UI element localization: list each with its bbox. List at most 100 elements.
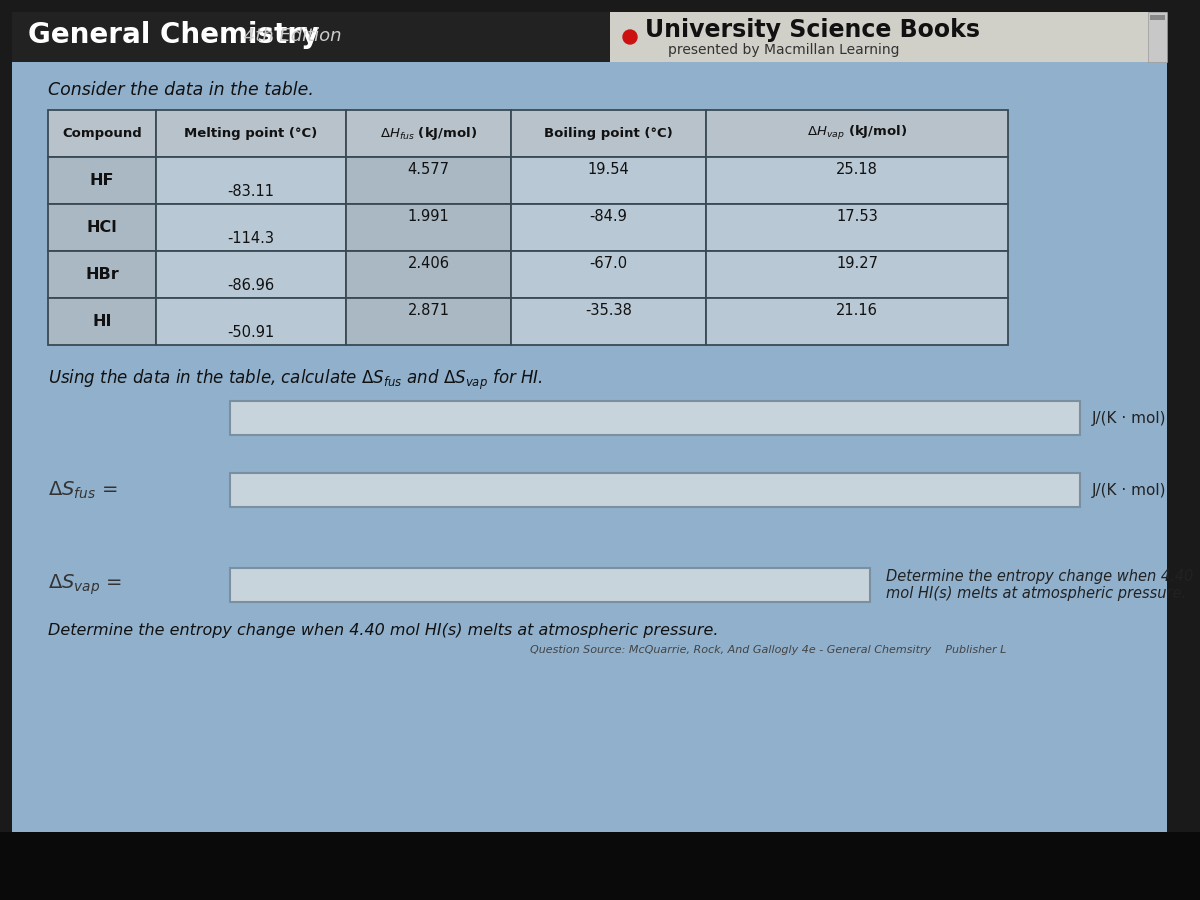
Bar	[12, 599, 1166, 613]
Bar	[12, 641, 1166, 654]
Bar	[12, 285, 1166, 299]
Bar	[12, 162, 1166, 176]
Bar	[12, 668, 1166, 681]
Bar	[346, 298, 511, 345]
Bar	[12, 217, 1166, 230]
Text: 25.18: 25.18	[836, 162, 878, 177]
Bar	[12, 203, 1166, 217]
Bar	[12, 764, 1166, 778]
Bar	[511, 251, 706, 298]
Bar	[12, 312, 1166, 327]
Bar	[12, 135, 1166, 148]
Bar	[346, 251, 511, 298]
Bar	[1150, 15, 1165, 20]
Text: HF: HF	[90, 173, 114, 188]
Bar	[12, 818, 1166, 832]
Bar	[156, 110, 346, 157]
Bar	[706, 298, 1008, 345]
Bar	[12, 750, 1166, 764]
Text: 19.27: 19.27	[836, 256, 878, 271]
Text: $\Delta S_{fus}$ =: $\Delta S_{fus}$ =	[48, 480, 118, 500]
Bar	[156, 204, 346, 251]
Bar	[12, 244, 1166, 258]
Bar	[12, 12, 1166, 62]
Text: 19.54: 19.54	[588, 162, 629, 177]
Text: Using the data in the table, calculate $\Delta S_{fus}$ and $\Delta S_{vap}$ for: Using the data in the table, calculate $…	[48, 368, 542, 392]
Text: HI: HI	[92, 314, 112, 329]
Bar	[12, 750, 1166, 764]
Text: J/(K · mol): J/(K · mol)	[1092, 410, 1166, 426]
Bar	[12, 805, 1166, 818]
Text: HBr: HBr	[85, 267, 119, 282]
Bar	[12, 627, 1166, 641]
Bar	[12, 40, 1166, 53]
Bar	[12, 641, 1166, 654]
Text: University Science Books: University Science Books	[646, 18, 980, 42]
Text: $\Delta H_{vap}$ (kJ/mol): $\Delta H_{vap}$ (kJ/mol)	[806, 124, 907, 142]
Bar	[48, 157, 156, 204]
Text: Consider the data in the table.: Consider the data in the table.	[48, 81, 314, 99]
Bar	[12, 258, 1166, 272]
Bar	[12, 518, 1166, 531]
Bar	[12, 340, 1166, 354]
Bar	[12, 190, 1166, 203]
Bar	[12, 791, 1166, 805]
Text: 2.871: 2.871	[408, 303, 450, 319]
Bar	[12, 531, 1166, 545]
Bar	[12, 67, 1166, 80]
Bar	[12, 217, 1166, 230]
Bar	[12, 477, 1166, 490]
Bar	[12, 409, 1166, 422]
Bar	[706, 157, 1008, 204]
Bar	[12, 12, 1166, 26]
Bar	[12, 545, 1166, 559]
Bar	[706, 110, 1008, 157]
Bar	[12, 354, 1166, 367]
Bar	[12, 504, 1166, 518]
Bar	[12, 736, 1166, 750]
Bar	[511, 298, 706, 345]
Bar	[12, 122, 1166, 135]
Bar	[156, 298, 346, 345]
Bar	[12, 395, 1166, 409]
Bar	[230, 568, 870, 602]
Bar	[48, 204, 156, 251]
Bar	[610, 12, 1166, 62]
Bar	[12, 244, 1166, 258]
Bar	[12, 778, 1166, 791]
Bar	[12, 258, 1166, 272]
Text: -84.9: -84.9	[589, 209, 628, 224]
Bar	[12, 463, 1166, 477]
Bar	[12, 285, 1166, 299]
Bar	[12, 354, 1166, 367]
Bar	[12, 272, 1166, 285]
Bar	[12, 518, 1166, 531]
Bar	[12, 135, 1166, 148]
Bar	[706, 251, 1008, 298]
Bar	[12, 764, 1166, 778]
Text: -67.0: -67.0	[589, 256, 628, 271]
Bar	[12, 367, 1166, 381]
Bar	[12, 681, 1166, 696]
Text: 4.577: 4.577	[408, 162, 450, 177]
Bar	[12, 94, 1166, 108]
Bar	[12, 436, 1166, 449]
Bar	[12, 681, 1166, 696]
Text: 17.53: 17.53	[836, 209, 878, 224]
Bar	[156, 251, 346, 298]
Bar	[12, 778, 1166, 791]
Text: $\Delta S_{vap}$ =: $\Delta S_{vap}$ =	[48, 572, 122, 598]
Bar	[48, 298, 156, 345]
Bar	[12, 559, 1166, 572]
Bar	[12, 668, 1166, 681]
Bar	[12, 340, 1166, 354]
Bar	[12, 436, 1166, 449]
Bar	[12, 80, 1166, 94]
Bar	[12, 491, 1166, 504]
Bar	[12, 572, 1166, 586]
Text: presented by Macmillan Learning: presented by Macmillan Learning	[668, 43, 900, 57]
Bar	[12, 709, 1166, 723]
Text: Boiling point (°C): Boiling point (°C)	[544, 127, 673, 140]
Bar	[12, 504, 1166, 518]
Bar	[706, 204, 1008, 251]
